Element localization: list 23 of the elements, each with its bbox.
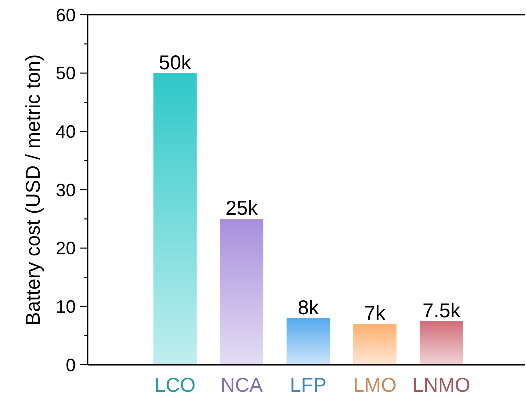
data-label: 8k bbox=[298, 297, 320, 320]
x-tick-label: LMO bbox=[353, 375, 397, 397]
y-tick-label: 40 bbox=[56, 122, 76, 142]
bar bbox=[220, 219, 264, 365]
y-tick-label: 30 bbox=[56, 180, 76, 200]
x-tick-label: LNMO bbox=[412, 375, 471, 397]
data-label: 7k bbox=[364, 303, 387, 326]
data-label: 7.5k bbox=[422, 300, 462, 322]
x-tick-label: NCA bbox=[220, 375, 264, 397]
bar bbox=[286, 318, 330, 365]
data-label: 50k bbox=[159, 52, 192, 74]
y-axis-title: Battery cost (USD / metric ton) bbox=[23, 54, 45, 326]
bar bbox=[353, 324, 397, 365]
y-tick-label: 0 bbox=[66, 355, 76, 376]
bar bbox=[154, 73, 197, 365]
data-label: 25k bbox=[226, 198, 260, 220]
x-tick-label: LFP bbox=[290, 375, 327, 397]
x-tick-label: LCO bbox=[154, 375, 196, 397]
y-tick-label: 50 bbox=[56, 64, 76, 84]
y-tick-label: 10 bbox=[56, 296, 76, 317]
y-tick-label: 20 bbox=[56, 238, 76, 259]
bar bbox=[420, 321, 464, 365]
y-tick-label: 60 bbox=[56, 5, 76, 26]
